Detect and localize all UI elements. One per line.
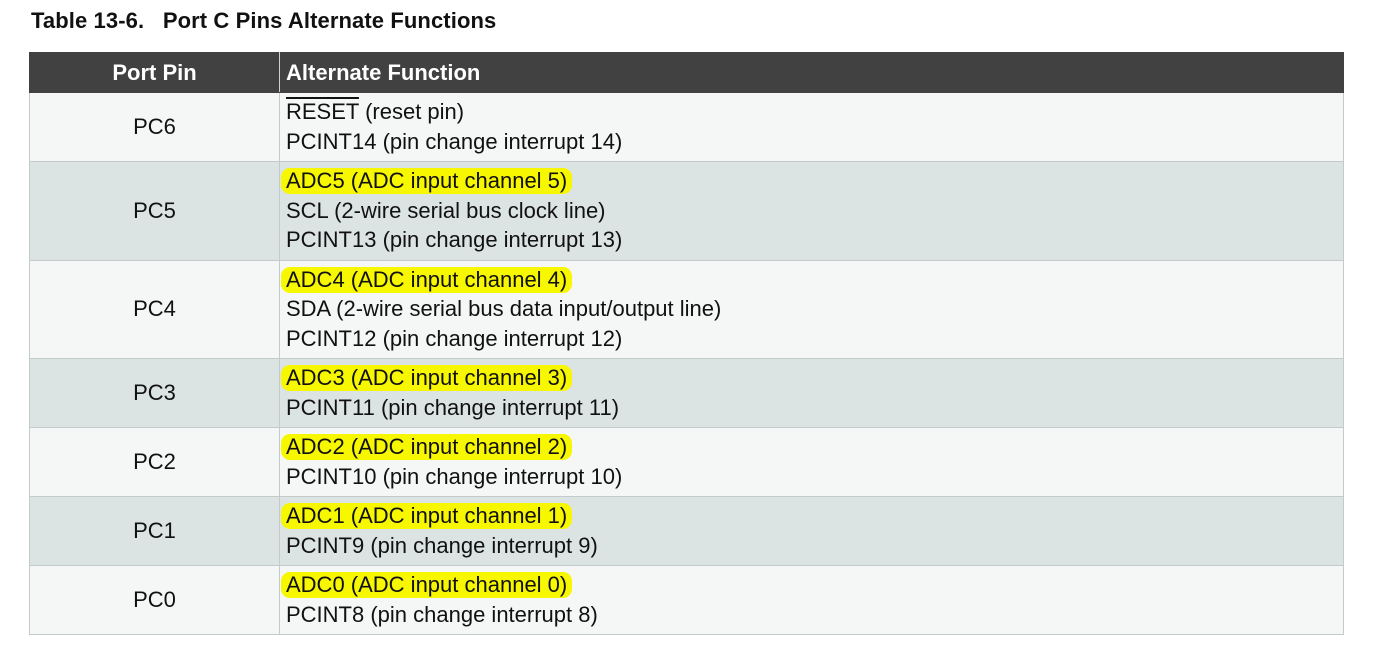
function-line: ADC3 (ADC input channel 3) — [281, 363, 1337, 393]
alternate-function-cell: ADC5 (ADC input channel 5) SCL (2-wire se… — [279, 161, 1344, 261]
function-text: PCINT12 (pin change interrupt 12) — [286, 325, 623, 351]
active-low-signal-name: RESET — [286, 99, 359, 124]
port-pin-cell: PC4 — [29, 259, 280, 359]
table-header-row: Port Pin Alternate Function — [29, 52, 1344, 93]
signal-description: (reset pin) — [358, 99, 465, 124]
port-pin-header: Port Pin — [29, 52, 280, 93]
function-text: PCINT10 (pin change interrupt 10) — [286, 463, 623, 489]
alternate-function-cell: ADC2 (ADC input channel 2) PCINT10 (pin c… — [279, 427, 1344, 497]
function-text: PCINT11 (pin change interrupt 11) — [286, 394, 620, 420]
function-line: ADC5 (ADC input channel 5) — [281, 166, 1337, 196]
function-line: RESET (reset pin) — [286, 97, 1337, 127]
function-line: ADC0 (ADC input channel 0) — [281, 570, 1337, 600]
alternate-function-cell: RESET (reset pin) PCINT14 (pin change int… — [279, 92, 1344, 162]
table-body: PC6 RESET (reset pin) PCINT14 (pin change … — [29, 92, 1344, 635]
function-text: SCL (2-wire serial bus clock line) — [286, 197, 606, 223]
function-text: PCINT9 (pin change interrupt 9) — [286, 532, 598, 558]
alternate-function-cell: ADC4 (ADC input channel 4) SDA (2-wire se… — [279, 259, 1344, 359]
alternate-function-cell: ADC3 (ADC input channel 3) PCINT11 (pin c… — [279, 358, 1344, 428]
function-text: PCINT8 (pin change interrupt 8) — [286, 601, 598, 627]
alternate-function-cell: ADC1 (ADC input channel 1) PCINT9 (pin ch… — [279, 496, 1344, 566]
function-line: PCINT14 (pin change interrupt 14) — [286, 127, 1337, 157]
function-line: PCINT13 (pin change interrupt 13) — [286, 225, 1337, 255]
table-caption: Table 13-6. Port C Pins Alternate Functi… — [31, 8, 497, 33]
alternate-function-cell: ADC0 (ADC input channel 0) PCINT8 (pin ch… — [279, 565, 1344, 635]
function-line: PCINT11 (pin change interrupt 11) — [286, 393, 1337, 423]
table-row: PC0 ADC0 (ADC input channel 0) PCINT8 (pin… — [29, 565, 1344, 635]
table-row: PC5 ADC5 (ADC input channel 5) SCL (2-wire… — [29, 161, 1344, 261]
function-text: PCINT13 (pin change interrupt 13) — [286, 227, 623, 252]
port-pin-cell: PC1 — [29, 496, 280, 566]
highlighted-function-text: ADC2 (ADC input channel 2) — [281, 434, 573, 460]
port-pin-cell: PC0 — [29, 565, 280, 635]
table-row: PC4 ADC4 (ADC input channel 4) SDA (2-wire… — [29, 259, 1344, 359]
table-row: PC6 RESET (reset pin) PCINT14 (pin change … — [29, 92, 1344, 162]
table-row: PC3 ADC3 (ADC input channel 3) PCINT11 (pi… — [29, 358, 1344, 428]
port-pin-cell: PC6 — [29, 92, 280, 162]
function-line: ADC1 (ADC input channel 1) — [281, 501, 1337, 531]
function-line: PCINT12 (pin change interrupt 12) — [286, 324, 1337, 354]
port-pin-cell: PC5 — [29, 161, 280, 261]
function-text: SDA (2-wire serial bus data input/output… — [286, 296, 722, 321]
function-text: PCINT14 (pin change interrupt 14) — [286, 128, 623, 154]
function-line: ADC4 (ADC input channel 4) — [281, 265, 1337, 295]
highlighted-function-text: ADC4 (ADC input channel 4) — [281, 266, 573, 293]
highlighted-function-text: ADC5 (ADC input channel 5) — [281, 168, 573, 194]
function-line: PCINT10 (pin change interrupt 10) — [286, 462, 1337, 492]
table-row: PC1 ADC1 (ADC input channel 1) PCINT9 (pin… — [29, 496, 1344, 566]
function-line: PCINT8 (pin change interrupt 8) — [286, 600, 1337, 630]
function-line: PCINT9 (pin change interrupt 9) — [286, 531, 1337, 561]
highlighted-function-text: ADC0 (ADC input channel 0) — [281, 572, 573, 598]
table-row: PC2 ADC2 (ADC input channel 2) PCINT10 (pi… — [29, 427, 1344, 497]
function-line: SCL (2-wire serial bus clock line) — [286, 196, 1337, 226]
alternate-function-header: Alternate Function — [279, 52, 1344, 93]
function-line: ADC2 (ADC input channel 2) — [281, 432, 1337, 462]
port-pin-cell: PC2 — [29, 427, 280, 497]
port-c-pins-table: Port Pin Alternate Function PC6 RESET (re… — [29, 52, 1344, 635]
highlighted-function-text: ADC3 (ADC input channel 3) — [281, 365, 573, 391]
port-pin-cell: PC3 — [29, 358, 280, 428]
highlighted-function-text: ADC1 (ADC input channel 1) — [281, 503, 573, 529]
function-line: SDA (2-wire serial bus data input/output… — [286, 294, 1337, 324]
